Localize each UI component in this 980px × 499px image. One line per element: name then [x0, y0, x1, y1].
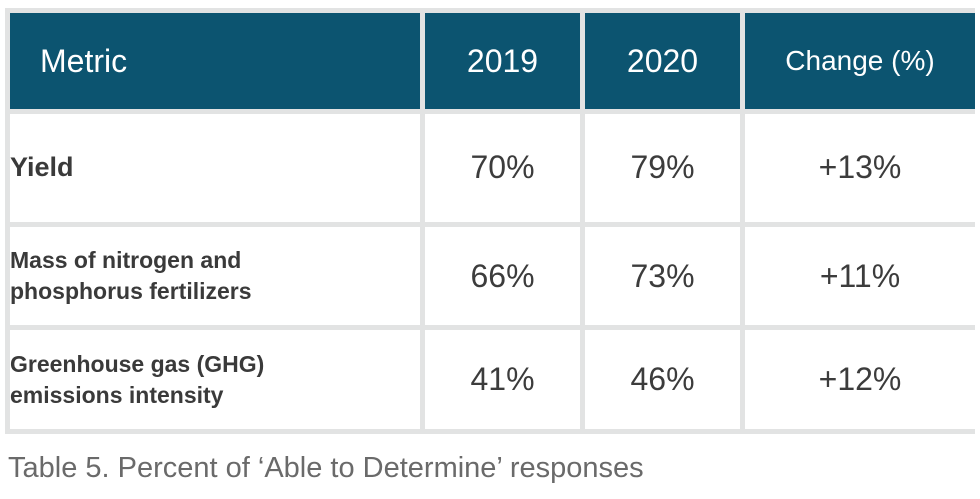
table-caption: Table 5. Percent of ‘Able to Determine’ … [8, 452, 644, 484]
results-table: Metric 2019 2020 Change (%) Yield 70% 79… [5, 8, 980, 434]
value-2020: 46% [585, 330, 740, 429]
header-2020: 2020 [585, 13, 740, 109]
metric-label-line1: Mass of nitrogen and [10, 247, 242, 274]
header-change: Change (%) [745, 13, 975, 109]
table-row: Mass of nitrogen and phosphorus fertiliz… [10, 226, 975, 326]
metric-cell: Yield [10, 114, 420, 222]
value-2019: 70% [425, 114, 580, 222]
metric-cell: Mass of nitrogen and phosphorus fertiliz… [10, 226, 420, 326]
metric-label-line2: phosphorus fertilizers [10, 278, 252, 305]
value-change: +12% [745, 330, 975, 429]
metric-label-line2: emissions intensity [10, 381, 224, 408]
table-row: Yield 70% 79% +13% [10, 114, 975, 222]
value-change: +11% [745, 226, 975, 326]
value-2020: 73% [585, 226, 740, 326]
value-2020: 79% [585, 114, 740, 222]
metric-cell: Greenhouse gas (GHG) emissions intensity [10, 330, 420, 429]
header-metric: Metric [10, 13, 420, 109]
metric-label-line1: Yield [10, 152, 74, 183]
table-header-row: Metric 2019 2020 Change (%) [10, 13, 975, 109]
table-row: Greenhouse gas (GHG) emissions intensity… [10, 330, 975, 429]
metric-label-line1: Greenhouse gas (GHG) [10, 350, 265, 377]
value-change: +13% [745, 114, 975, 222]
results-table-container: Metric 2019 2020 Change (%) Yield 70% 79… [5, 8, 975, 434]
value-2019: 66% [425, 226, 580, 326]
value-2019: 41% [425, 330, 580, 429]
header-2019: 2019 [425, 13, 580, 109]
